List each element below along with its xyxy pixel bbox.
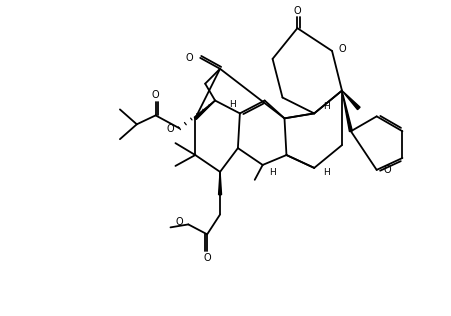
Text: O: O: [175, 217, 183, 228]
Text: H: H: [322, 168, 329, 177]
Text: O: O: [383, 165, 391, 175]
Text: H: H: [269, 168, 276, 177]
Polygon shape: [341, 91, 352, 131]
Text: O: O: [293, 6, 300, 16]
Text: O: O: [152, 89, 159, 100]
Text: H: H: [229, 100, 236, 109]
Text: H: H: [322, 102, 329, 111]
Text: O: O: [185, 53, 193, 63]
Polygon shape: [341, 91, 359, 110]
Text: O: O: [166, 124, 174, 134]
Polygon shape: [218, 172, 221, 195]
Text: O: O: [203, 253, 211, 263]
Text: O: O: [338, 44, 346, 54]
Polygon shape: [194, 100, 215, 119]
